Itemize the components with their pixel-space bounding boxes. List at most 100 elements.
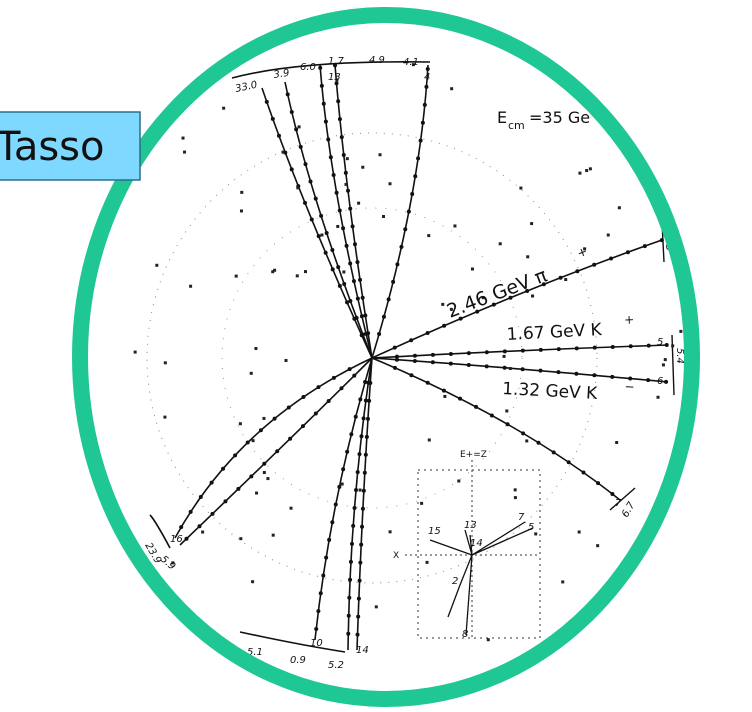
hit [354,415,358,419]
inset-id: 7 [518,512,525,523]
noise-hit [664,358,667,361]
hit [348,367,352,371]
noise-hit [346,157,349,160]
noise-hit [618,206,621,209]
noise-hit [189,285,192,288]
noise-hit [266,477,269,480]
hit [503,366,507,370]
noise-hit [296,274,299,277]
hit [399,245,403,249]
hit [431,353,435,357]
hit [290,110,294,114]
hit [327,399,331,403]
hit [567,460,571,464]
hit [265,100,269,104]
noise-hit [615,441,618,444]
hit [324,556,328,560]
hit [359,543,363,547]
noise-hit [304,270,307,273]
top-label: 4.9 [369,55,385,66]
noise-hit [530,222,533,225]
top-id: 4 [424,72,430,83]
hit [581,471,585,475]
energy-value: =35 Ge [529,108,590,127]
bottom-label: 0.9 [290,655,306,666]
noise-hit [250,372,253,375]
scan: E cm =35 Ge 2.46 GeV π + 1.67 GeV K + 1.… [0,0,752,712]
noise-hit [578,530,581,533]
label-text: Tasso [0,124,104,170]
hit [301,395,305,399]
noise-hit [487,638,490,641]
noise-hit [235,275,238,278]
noise-hit [505,409,508,412]
hit [347,596,351,600]
noise-hit [503,355,506,358]
hit [413,174,417,178]
noise-hit [320,233,323,236]
hit [354,488,358,492]
top-label: 1.7 [328,56,345,67]
noise-hit [519,187,522,190]
noise-hit [514,488,517,491]
hit [367,399,371,403]
hit [179,525,183,529]
hit [592,263,596,267]
hit [342,153,346,157]
hit [355,316,359,320]
hit [521,431,525,435]
hit [357,452,361,456]
hit [353,242,357,246]
hit [365,435,369,439]
hit [485,364,489,368]
hit [596,481,600,485]
hit [361,507,365,511]
hit [359,434,363,438]
hit [552,450,556,454]
noise-hit [585,169,588,172]
hit [334,503,338,507]
hit [199,495,203,499]
hit [347,614,351,618]
hit [275,449,279,453]
noise-hit [222,107,225,110]
right-id: 6 [657,376,663,387]
hit [413,354,417,358]
hit [345,244,349,248]
hit [345,450,349,454]
noise-hit [679,330,682,333]
hit [210,512,214,516]
noise-hit [509,367,512,370]
noise-hit [239,422,242,425]
top-label: 6.0 [300,62,316,73]
hit [338,209,342,213]
hit [467,363,471,367]
inset-id: 5 [528,522,534,533]
right-label: 5.4 [674,348,685,364]
hit [424,85,428,89]
hit [326,137,330,141]
hit [286,92,290,96]
hit [351,524,355,528]
inset-label: X [393,551,399,561]
hit [314,627,318,631]
hit [665,343,669,347]
noise-hit [499,242,502,245]
hit [349,560,353,564]
hit [325,231,329,235]
hit [503,349,507,353]
hit [324,251,328,255]
hit [356,297,360,301]
hit [317,234,321,238]
noise-hit [450,87,453,90]
hit [310,218,314,222]
hit [426,381,430,385]
hit [344,171,348,175]
inset-id: 15 [428,526,441,537]
hit [246,441,250,445]
hit [318,66,322,70]
noise-hit [607,234,610,237]
hit [346,632,350,636]
hit [294,127,298,131]
noise-hit [272,534,275,537]
